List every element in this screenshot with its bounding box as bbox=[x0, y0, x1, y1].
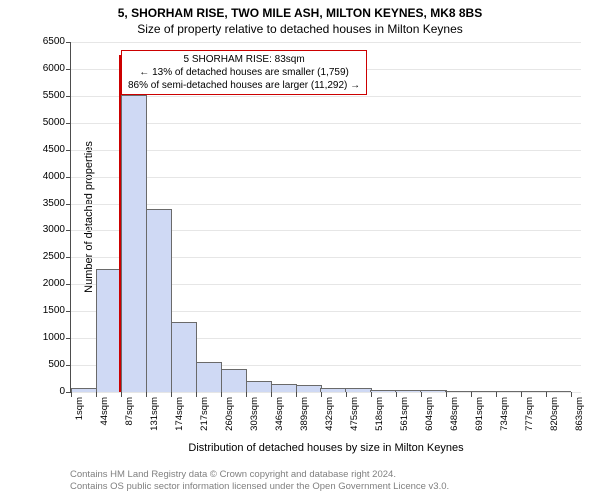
plot-area: Number of detached properties 0500100015… bbox=[70, 42, 581, 393]
xtick-mark bbox=[371, 392, 372, 397]
histogram-bar bbox=[121, 95, 147, 392]
ytick-label: 0 bbox=[25, 387, 65, 397]
footer-line-2: Contains OS public sector information li… bbox=[70, 481, 449, 492]
xtick-label: 648sqm bbox=[449, 397, 460, 431]
annotation-line-2: ← 13% of detached houses are smaller (1,… bbox=[128, 66, 360, 79]
xtick-mark bbox=[221, 392, 222, 397]
xtick-label: 346sqm bbox=[274, 397, 285, 431]
histogram-bar bbox=[445, 391, 471, 393]
xtick-mark bbox=[171, 392, 172, 397]
xtick-label: 389sqm bbox=[299, 397, 310, 431]
annotation-callout: 5 SHORHAM RISE: 83sqm ← 13% of detached … bbox=[121, 50, 367, 95]
property-marker-line bbox=[119, 55, 121, 392]
xtick-label: 174sqm bbox=[174, 397, 185, 431]
histogram-bar bbox=[420, 390, 446, 392]
ytick-label: 2500 bbox=[25, 252, 65, 262]
xtick-label: 820sqm bbox=[549, 397, 560, 431]
ytick-label: 6000 bbox=[25, 64, 65, 74]
xtick-label: 303sqm bbox=[249, 397, 260, 431]
xtick-mark bbox=[321, 392, 322, 397]
xtick-mark bbox=[396, 392, 397, 397]
ytick-label: 4000 bbox=[25, 172, 65, 182]
xtick-mark bbox=[546, 392, 547, 397]
histogram-bar bbox=[146, 209, 172, 392]
chart-title-line2: Size of property relative to detached ho… bbox=[0, 22, 600, 36]
histogram-bar bbox=[370, 390, 396, 392]
xtick-mark bbox=[346, 392, 347, 397]
ytick-label: 500 bbox=[25, 360, 65, 370]
histogram-bar bbox=[296, 385, 322, 392]
histogram-bar bbox=[470, 391, 496, 393]
xtick-label: 777sqm bbox=[524, 397, 535, 431]
xtick-mark bbox=[571, 392, 572, 397]
xtick-mark bbox=[96, 392, 97, 397]
xtick-label: 260sqm bbox=[224, 397, 235, 431]
histogram-bar bbox=[320, 388, 346, 392]
ytick-label: 6500 bbox=[25, 37, 65, 47]
xtick-label: 1sqm bbox=[74, 397, 85, 420]
xtick-label: 734sqm bbox=[499, 397, 510, 431]
chart-container: 5, SHORHAM RISE, TWO MILE ASH, MILTON KE… bbox=[0, 0, 600, 500]
xtick-mark bbox=[446, 392, 447, 397]
histogram-bar bbox=[71, 388, 97, 392]
histogram-bar bbox=[495, 391, 521, 393]
chart-title-line1: 5, SHORHAM RISE, TWO MILE ASH, MILTON KE… bbox=[0, 6, 600, 20]
xtick-label: 87sqm bbox=[124, 397, 135, 426]
xtick-mark bbox=[421, 392, 422, 397]
ytick-label: 5000 bbox=[25, 118, 65, 128]
xtick-mark bbox=[71, 392, 72, 397]
ytick-label: 4500 bbox=[25, 145, 65, 155]
xtick-label: 475sqm bbox=[349, 397, 360, 431]
footer-line-1: Contains HM Land Registry data © Crown c… bbox=[70, 469, 396, 480]
xtick-mark bbox=[296, 392, 297, 397]
xtick-mark bbox=[196, 392, 197, 397]
histogram-bar bbox=[196, 362, 222, 392]
ytick-label: 2000 bbox=[25, 279, 65, 289]
xtick-mark bbox=[496, 392, 497, 397]
plot-inner: Number of detached properties 0500100015… bbox=[70, 42, 581, 393]
histogram-bar bbox=[520, 391, 546, 393]
xtick-label: 863sqm bbox=[574, 397, 585, 431]
xtick-mark bbox=[521, 392, 522, 397]
xtick-mark bbox=[246, 392, 247, 397]
xtick-label: 518sqm bbox=[374, 397, 385, 431]
xtick-label: 131sqm bbox=[149, 397, 160, 431]
ytick-label: 5500 bbox=[25, 91, 65, 101]
ytick-label: 3500 bbox=[25, 199, 65, 209]
xtick-label: 217sqm bbox=[199, 397, 210, 431]
ytick-label: 1000 bbox=[25, 333, 65, 343]
x-axis-label: Distribution of detached houses by size … bbox=[71, 442, 581, 454]
histogram-bar bbox=[221, 369, 247, 392]
xtick-mark bbox=[471, 392, 472, 397]
gridline bbox=[71, 392, 581, 393]
xtick-label: 44sqm bbox=[99, 397, 110, 426]
xtick-mark bbox=[121, 392, 122, 397]
ytick-label: 3000 bbox=[25, 225, 65, 235]
xtick-label: 691sqm bbox=[474, 397, 485, 431]
ytick-label: 1500 bbox=[25, 306, 65, 316]
xtick-mark bbox=[146, 392, 147, 397]
annotation-line-1: 5 SHORHAM RISE: 83sqm bbox=[128, 53, 360, 66]
histogram-bar bbox=[271, 384, 297, 392]
histogram-bar bbox=[345, 388, 371, 392]
histogram-bar bbox=[246, 381, 272, 392]
xtick-label: 604sqm bbox=[424, 397, 435, 431]
histogram-bar bbox=[545, 391, 571, 393]
histogram-bar bbox=[171, 322, 197, 392]
xtick-label: 561sqm bbox=[399, 397, 410, 431]
xtick-mark bbox=[271, 392, 272, 397]
annotation-line-3: 86% of semi-detached houses are larger (… bbox=[128, 79, 360, 92]
histogram-bar bbox=[395, 390, 421, 392]
xtick-label: 432sqm bbox=[324, 397, 335, 431]
